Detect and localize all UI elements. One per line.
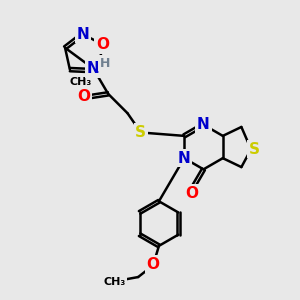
- Text: S: S: [248, 142, 260, 157]
- Text: CH₃: CH₃: [103, 277, 125, 286]
- Text: O: O: [146, 257, 160, 272]
- Text: O: O: [77, 89, 90, 104]
- Text: N: N: [197, 117, 210, 132]
- Text: N: N: [178, 151, 190, 166]
- Text: CH₃: CH₃: [70, 77, 92, 87]
- Text: O: O: [96, 37, 109, 52]
- Text: O: O: [185, 186, 198, 201]
- Text: H: H: [99, 57, 110, 70]
- Text: N: N: [76, 27, 89, 42]
- Text: N: N: [87, 61, 100, 76]
- Text: S: S: [135, 125, 146, 140]
